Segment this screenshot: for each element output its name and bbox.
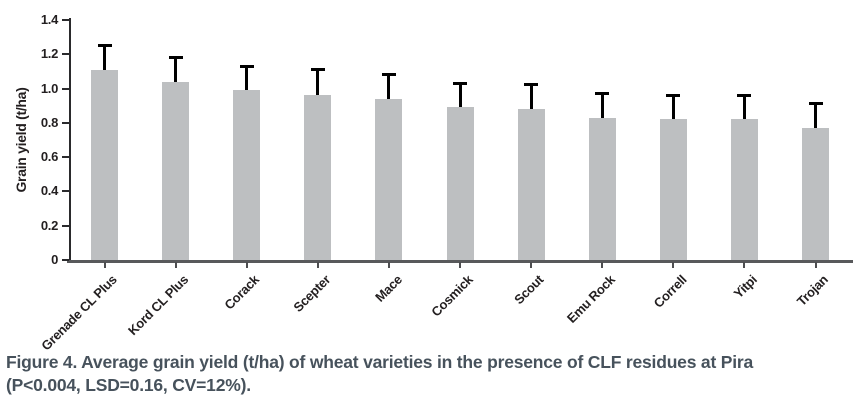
error-bar-cap bbox=[524, 83, 539, 87]
error-bar-cap bbox=[381, 73, 396, 77]
bar-corack bbox=[233, 90, 261, 260]
error-bar bbox=[174, 57, 178, 82]
y-tick bbox=[62, 156, 69, 159]
error-bar-cap bbox=[310, 68, 325, 71]
x-tick bbox=[530, 262, 533, 268]
bar-emu-rock bbox=[588, 117, 616, 260]
y-tick bbox=[62, 19, 69, 21]
figure-caption-line-2: (P<0.004, LSD=0.16, CV=12%). bbox=[6, 375, 251, 395]
error-bar bbox=[245, 65, 249, 91]
bar-mace bbox=[375, 98, 403, 260]
y-tick-label: 1.2 bbox=[40, 46, 58, 62]
error-bar-cap bbox=[168, 56, 183, 59]
y-tick-label: 0.6 bbox=[40, 149, 58, 165]
x-axis-label-trojan: Trojan bbox=[794, 272, 832, 309]
x-axis-label-correll: Correll bbox=[650, 272, 689, 311]
y-tick-label: 1.0 bbox=[40, 80, 58, 96]
y-tick-label: 0.4 bbox=[40, 183, 58, 199]
error-bar bbox=[742, 94, 746, 120]
x-axis-label-corack: Corack bbox=[221, 272, 263, 313]
bar-correll bbox=[659, 119, 687, 260]
y-tick bbox=[62, 190, 69, 193]
y-tick-label: 0.8 bbox=[40, 114, 58, 130]
error-bar bbox=[316, 69, 320, 96]
x-tick bbox=[743, 262, 746, 268]
x-axis-label-scepter: Scepter bbox=[290, 272, 334, 315]
bar-grenade-cl-plus bbox=[91, 69, 118, 260]
x-axis-label-mace: Mace bbox=[371, 272, 405, 305]
y-tick bbox=[62, 121, 69, 124]
error-bar-cap bbox=[808, 102, 823, 106]
bar-trojan bbox=[802, 128, 829, 260]
x-tick bbox=[672, 262, 675, 268]
x-tick bbox=[245, 262, 248, 268]
error-bar-cap bbox=[97, 44, 112, 47]
error-bar bbox=[387, 74, 391, 99]
bar-scout bbox=[517, 109, 545, 260]
y-tick bbox=[62, 259, 69, 261]
error-bar bbox=[103, 45, 106, 70]
x-tick bbox=[814, 262, 817, 268]
y-tick-label: 0.2 bbox=[40, 217, 58, 233]
error-bar-cap bbox=[453, 81, 467, 85]
bar-yitpi bbox=[730, 119, 758, 260]
x-axis-line bbox=[67, 260, 853, 263]
bar-scepter bbox=[304, 95, 332, 260]
error-bar-cap bbox=[595, 92, 610, 95]
y-tick bbox=[62, 224, 69, 227]
figure-caption: Figure 4. Average grain yield (t/ha) of … bbox=[6, 351, 851, 397]
error-bar-cap bbox=[239, 64, 254, 68]
x-tick bbox=[459, 262, 461, 268]
y-tick-label: 0 bbox=[51, 252, 58, 267]
error-bar bbox=[671, 94, 675, 120]
x-axis-label-yitpi: Yitpi bbox=[730, 272, 761, 302]
y-tick-label: 1.4 bbox=[40, 12, 58, 27]
x-tick bbox=[601, 262, 604, 268]
error-bar-cap bbox=[666, 93, 681, 97]
x-tick bbox=[103, 262, 106, 268]
y-tick bbox=[62, 53, 69, 56]
error-bar bbox=[814, 103, 817, 128]
grain-yield-bar-chart: Grain yield (t/ha) 0 0.2 0.4 0.6 0.8 1.0 1.2 1.… bbox=[13, 12, 853, 353]
x-tick bbox=[316, 262, 319, 268]
y-axis-line bbox=[69, 18, 71, 263]
x-axis-label-grenade-cl-plus: Grenade CL Plus bbox=[38, 272, 121, 354]
figure-caption-line-1: Figure 4. Average grain yield (t/ha) of … bbox=[6, 352, 754, 372]
bar-cosmick bbox=[446, 107, 474, 260]
x-tick bbox=[174, 262, 177, 268]
y-tick bbox=[62, 87, 69, 90]
x-tick bbox=[387, 262, 390, 268]
error-bar-cap bbox=[737, 93, 752, 97]
error-bar bbox=[529, 84, 533, 110]
x-axis-label-kord-cl-plus: Kord CL Plus bbox=[125, 272, 192, 339]
error-bar bbox=[600, 93, 604, 118]
x-axis-label-scout: Scout bbox=[511, 272, 547, 308]
x-axis-label-emu-rock: Emu Rock bbox=[563, 272, 618, 326]
x-axis-label-cosmick: Cosmick bbox=[428, 272, 476, 320]
error-bar bbox=[458, 82, 462, 108]
bar-kord-cl-plus bbox=[162, 81, 190, 260]
